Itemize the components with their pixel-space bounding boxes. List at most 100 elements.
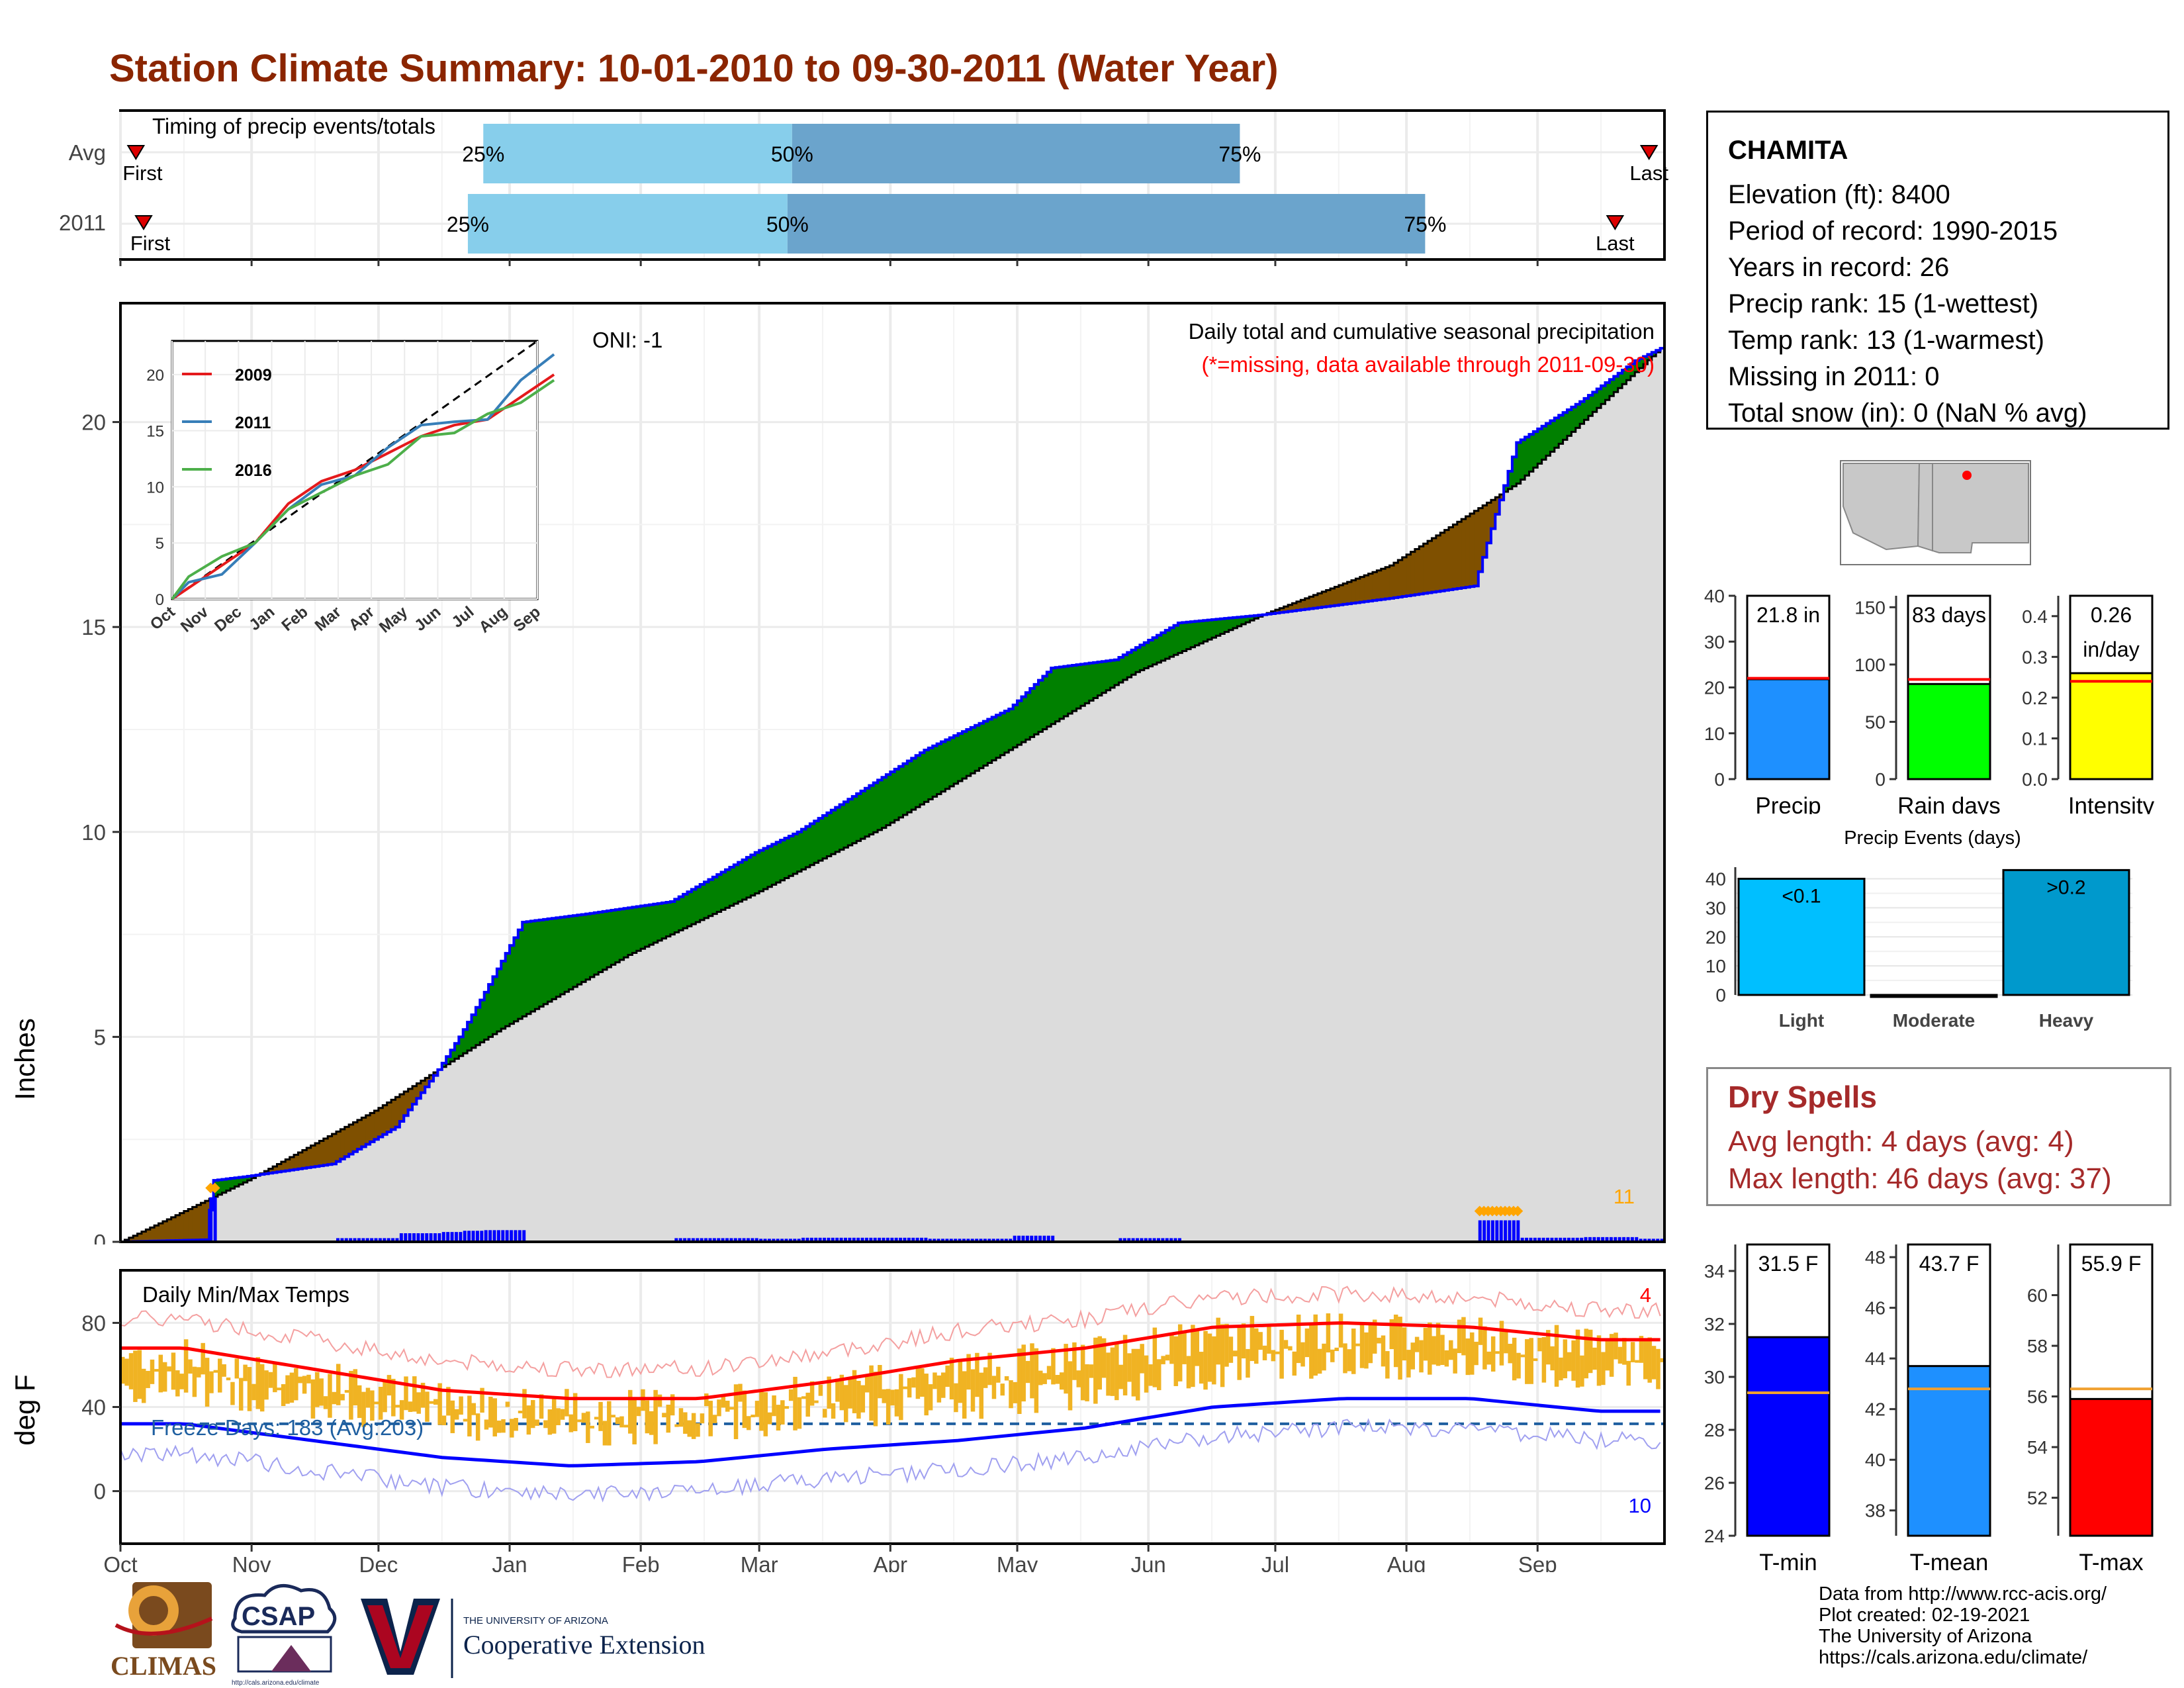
daily-temp-range <box>1533 1358 1538 1362</box>
daily-precip-bar <box>1592 1237 1596 1242</box>
daily-temp-range <box>298 1376 302 1383</box>
daily-precip-bar <box>1541 1237 1545 1242</box>
tmin-value-label: 31.5 F <box>1758 1252 1819 1276</box>
daily-precip-bar <box>349 1238 353 1242</box>
daily-temp-range <box>197 1367 201 1378</box>
above-average-area <box>1009 709 1014 750</box>
above-average-area <box>1173 625 1179 655</box>
above-average-area <box>1635 360 1640 373</box>
above-average-area <box>581 914 586 982</box>
daily-temp-range <box>979 1372 984 1419</box>
below-average-area <box>1309 596 1314 609</box>
daily-temp-range <box>721 1395 726 1408</box>
above-average-area <box>1127 652 1132 678</box>
station-elevation: Elevation (ft): 8400 <box>1728 180 1950 209</box>
above-average-area <box>505 953 510 1027</box>
daily-precip-bar <box>772 1239 776 1242</box>
below-average-area <box>1313 594 1318 608</box>
tmean-ytick-label: 44 <box>1865 1348 1886 1369</box>
daily-precip-bar <box>1643 1239 1647 1242</box>
above-average-area <box>924 749 929 802</box>
below-average-area <box>298 1152 303 1169</box>
daily-temp-range <box>809 1381 815 1406</box>
daily-precip-bar <box>1516 1220 1520 1242</box>
above-average-area <box>1559 415 1564 444</box>
daily-precip-bar <box>674 1238 678 1242</box>
daily-temp-range <box>547 1409 553 1435</box>
timing-bar-25-50-2011 <box>467 194 788 254</box>
daily-precip-bar <box>1038 1235 1042 1242</box>
daily-precip-bar <box>378 1238 382 1242</box>
below-average-area <box>349 1124 354 1154</box>
above-average-area <box>827 812 832 857</box>
tmin-ytick-label: 32 <box>1704 1314 1725 1335</box>
daily-temp-range <box>387 1375 392 1396</box>
above-average-area <box>687 892 692 927</box>
above-average-area <box>869 785 874 835</box>
above-average-area <box>1182 622 1187 651</box>
above-average-area <box>1512 457 1517 487</box>
tmax-bar <box>2069 1397 2154 1537</box>
daily-temp-range <box>251 1383 256 1401</box>
daily-temp-range <box>1228 1336 1234 1363</box>
daily-temp-range <box>289 1372 295 1403</box>
daily-precip-bar <box>1009 1239 1013 1242</box>
above-average-area <box>450 1050 455 1062</box>
above-average-area <box>712 876 717 914</box>
daily-temp-range <box>277 1387 281 1391</box>
tmin-ytick-label: 34 <box>1704 1261 1725 1282</box>
above-average-area <box>653 904 659 943</box>
daily-temp-range <box>1203 1331 1208 1390</box>
daily-temp-range <box>793 1376 797 1430</box>
below-average-area <box>340 1129 345 1159</box>
below-average-area <box>1288 604 1293 612</box>
daily-temp-range <box>120 1356 125 1384</box>
above-average-area <box>615 910 620 962</box>
daily-temp-range <box>496 1421 502 1433</box>
daily-temp-range <box>899 1374 903 1421</box>
daily-precip-bar <box>475 1231 479 1242</box>
daily-precip-bar <box>907 1237 911 1242</box>
above-average-area <box>243 1176 248 1183</box>
daily-temp-range <box>1571 1340 1576 1381</box>
below-average-area <box>315 1143 320 1167</box>
below-average-area <box>323 1138 328 1166</box>
daily-temp-range <box>1343 1343 1347 1374</box>
daily-temp-range <box>1334 1347 1339 1351</box>
daily-temp-range <box>1605 1340 1610 1371</box>
daily-temp-range <box>607 1401 612 1446</box>
above-average-area <box>1115 659 1119 685</box>
above-average-area <box>1144 642 1149 669</box>
above-average-area <box>1042 676 1048 729</box>
daily-temp-range <box>1588 1329 1593 1374</box>
daily-temp-range <box>1444 1350 1449 1367</box>
daily-temp-range <box>1313 1314 1318 1376</box>
below-average-area <box>162 1221 167 1241</box>
daily-temp-range <box>146 1370 150 1388</box>
below-average-area <box>306 1147 312 1168</box>
daily-temp-range <box>446 1387 451 1416</box>
daily-precip-bar <box>1161 1238 1165 1242</box>
above-average-area <box>1072 665 1077 712</box>
timing-pct-label: 75% <box>1404 212 1446 236</box>
above-average-area <box>1013 704 1018 748</box>
events-bar-moderate <box>1870 994 1998 998</box>
temp-ytick-label: 40 <box>81 1395 106 1420</box>
daily-precip-bar <box>1165 1238 1169 1242</box>
month-label-jun: Jun <box>1131 1552 1166 1572</box>
above-average-area <box>797 831 802 872</box>
daily-precip-bar <box>1478 1220 1482 1242</box>
daily-precip-bar <box>488 1230 492 1242</box>
daily-precip-bar <box>383 1238 387 1242</box>
daily-temp-range <box>611 1415 615 1418</box>
temp-ytick-label: 80 <box>81 1311 106 1335</box>
above-average-area <box>607 910 612 968</box>
timing-title: Timing of precip events/totals <box>152 114 435 138</box>
precip-ytick-label: 5 <box>94 1025 106 1049</box>
tmean-ytick-label: 46 <box>1865 1298 1886 1319</box>
daily-precip-bar <box>1605 1237 1609 1242</box>
daily-precip-bar <box>742 1238 746 1242</box>
above-average-area <box>1508 471 1513 489</box>
daily-precip-bar <box>1017 1235 1021 1242</box>
daily-temp-range <box>1617 1346 1623 1364</box>
